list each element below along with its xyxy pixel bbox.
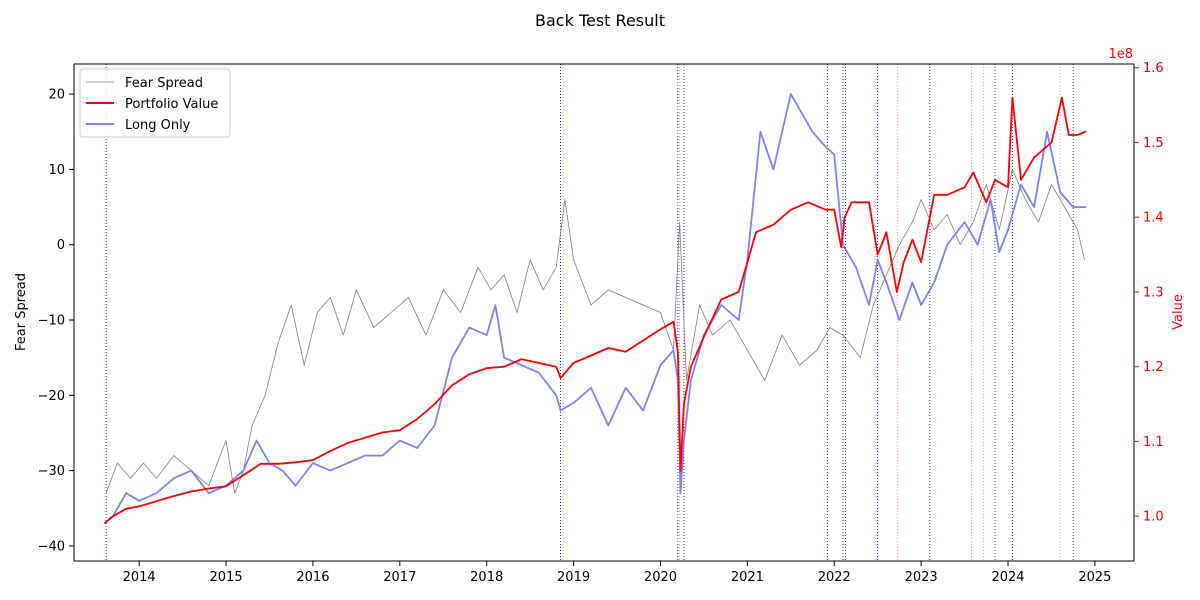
series-fear-spread xyxy=(105,168,1085,494)
y-left-tick-label: −30 xyxy=(38,464,65,479)
y-axis-left-title: Fear Spread xyxy=(14,273,29,351)
series-portfolio-value xyxy=(103,96,1087,525)
y-axis-left: −40 −30 −20 −10 0 10 20 xyxy=(38,88,74,554)
x-tick-label: 2019 xyxy=(557,570,590,585)
legend-box xyxy=(79,68,231,138)
x-tick-label: 2016 xyxy=(296,570,329,585)
y-left-tick-label: −10 xyxy=(38,314,65,329)
x-tick-label: 2020 xyxy=(644,570,677,585)
y-right-tick-label: 1.2 xyxy=(1143,360,1164,375)
x-tick-label: 2018 xyxy=(470,570,503,585)
x-tick-label: 2023 xyxy=(905,570,938,585)
series-long-only xyxy=(103,93,1087,524)
y-right-tick-label: 1.5 xyxy=(1143,136,1164,151)
x-tick-label: 2017 xyxy=(383,570,416,585)
x-axis: 2014 2015 2016 2017 2018 2019 2020 2021 2022 2023… xyxy=(123,561,1111,585)
legend-label-long-only: Long Only xyxy=(125,118,191,133)
chart-title: Back Test Result xyxy=(535,11,665,30)
x-tick-label: 2025 xyxy=(1078,570,1111,585)
y-right-tick-label: 1.4 xyxy=(1143,211,1164,226)
legend-label-fear-spread: Fear Spread xyxy=(125,76,203,91)
y-right-tick-label: 1.0 xyxy=(1143,510,1164,525)
legend: Fear Spread Portfolio Value Long Only xyxy=(79,68,231,138)
legend-label-portfolio-value: Portfolio Value xyxy=(125,97,218,112)
y-right-tick-label: 1.6 xyxy=(1143,61,1164,76)
y-left-tick-label: 10 xyxy=(48,163,65,178)
y-axis-right-title: Value xyxy=(1171,294,1186,330)
signal-lines xyxy=(105,64,1074,561)
x-tick-label: 2022 xyxy=(818,570,851,585)
x-tick-label: 2021 xyxy=(731,570,764,585)
x-tick-label: 2014 xyxy=(123,570,156,585)
plot-frame xyxy=(73,63,1135,562)
x-tick-label: 2015 xyxy=(210,570,243,585)
y-left-tick-label: −20 xyxy=(38,389,65,404)
y-left-tick-label: 0 xyxy=(57,238,65,253)
y-right-tick-label: 1.1 xyxy=(1143,435,1164,450)
y-right-tick-label: 1.3 xyxy=(1143,285,1164,300)
y-left-tick-label: −40 xyxy=(38,539,65,554)
x-tick-label: 2024 xyxy=(991,570,1024,585)
series-layer xyxy=(103,93,1087,525)
y-axis-right-offset-label: 1e8 xyxy=(1108,47,1133,62)
y-left-tick-label: 20 xyxy=(48,88,65,103)
y-axis-right: 1.0 1.1 1.2 1.3 1.4 1.5 1.6 xyxy=(1134,61,1164,525)
